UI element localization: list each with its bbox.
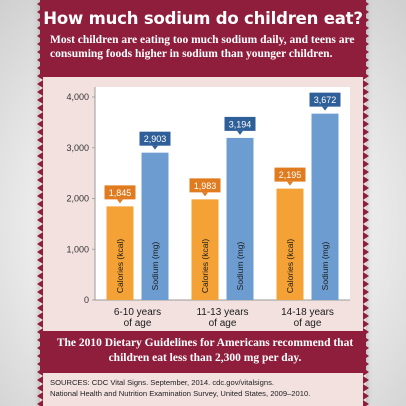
zigzag-teeth bbox=[363, 0, 369, 406]
data-label: 3,194 bbox=[229, 119, 252, 129]
data-label: 3,672 bbox=[314, 95, 337, 105]
data-label-box bbox=[309, 92, 341, 107]
bar bbox=[226, 137, 254, 300]
header-band bbox=[40, 0, 366, 77]
data-label-box bbox=[139, 131, 171, 146]
infographic-card: How much sodium do children eat? Most ch… bbox=[40, 0, 366, 406]
sources-line-2: National Health and Nutrition Examinatio… bbox=[50, 389, 311, 398]
data-label-pointer bbox=[152, 145, 158, 150]
y-tick-label: 2,000 bbox=[66, 194, 89, 204]
bar-series-label: Calories (kcal) bbox=[200, 239, 210, 293]
bar bbox=[276, 188, 304, 300]
x-category-label: of age bbox=[124, 318, 152, 329]
sources-line-1: SOURCES: CDC Vital Signs. September, 201… bbox=[50, 378, 274, 387]
recommendation-text: The 2010 Dietary Guidelines for American… bbox=[56, 337, 354, 364]
data-label-pointer bbox=[237, 130, 243, 135]
bar-series-label: Calories (kcal) bbox=[285, 239, 295, 293]
data-label: 2,903 bbox=[144, 134, 167, 144]
data-label: 1,983 bbox=[194, 181, 217, 191]
data-label-box bbox=[274, 167, 306, 182]
y-tick-label: 3,000 bbox=[66, 143, 89, 153]
data-label: 1,845 bbox=[109, 188, 132, 198]
y-tick-label: 4,000 bbox=[66, 92, 89, 102]
page-title: How much sodium do children eat? bbox=[43, 9, 363, 28]
bar bbox=[191, 199, 219, 300]
y-tick-label: 1,000 bbox=[66, 244, 89, 254]
bar bbox=[311, 113, 339, 300]
left-zigzag-edge bbox=[37, 0, 43, 406]
bar-series-label: Sodium (mg) bbox=[320, 242, 330, 291]
data-label-pointer bbox=[117, 199, 123, 204]
bar-series-label: Sodium (mg) bbox=[150, 242, 160, 291]
bar bbox=[106, 206, 134, 300]
data-label-pointer bbox=[322, 106, 328, 111]
bar-series-label: Sodium (mg) bbox=[235, 242, 245, 291]
x-category-label: of age bbox=[209, 318, 237, 329]
data-label: 2,195 bbox=[279, 170, 302, 180]
right-zigzag-edge bbox=[363, 0, 369, 406]
sodium-bar-chart: 0 1,000 2,000 3,000 4,000 Calories (kcal) 1,84… bbox=[66, 87, 350, 329]
plot-area bbox=[95, 87, 350, 300]
x-category-label: 14-18 years bbox=[281, 307, 334, 318]
bar-series-label: Calories (kcal) bbox=[115, 239, 125, 293]
data-label-pointer bbox=[202, 192, 208, 197]
data-label-box bbox=[189, 178, 221, 193]
data-label-pointer bbox=[287, 181, 293, 186]
x-category-label: 11-13 years bbox=[196, 307, 248, 318]
recommendation-band bbox=[40, 331, 366, 373]
data-label-box bbox=[104, 185, 136, 200]
x-category-label: of age bbox=[294, 318, 322, 329]
data-label-box bbox=[224, 116, 256, 131]
sources: SOURCES: CDC Vital Signs. September, 201… bbox=[50, 377, 362, 399]
bar bbox=[141, 152, 169, 300]
zigzag-teeth bbox=[37, 0, 43, 406]
y-tick-label: 0 bbox=[84, 295, 89, 305]
x-category-label: 6-10 years bbox=[114, 307, 161, 318]
page-subtitle: Most children are eating too much sodium… bbox=[50, 34, 355, 60]
